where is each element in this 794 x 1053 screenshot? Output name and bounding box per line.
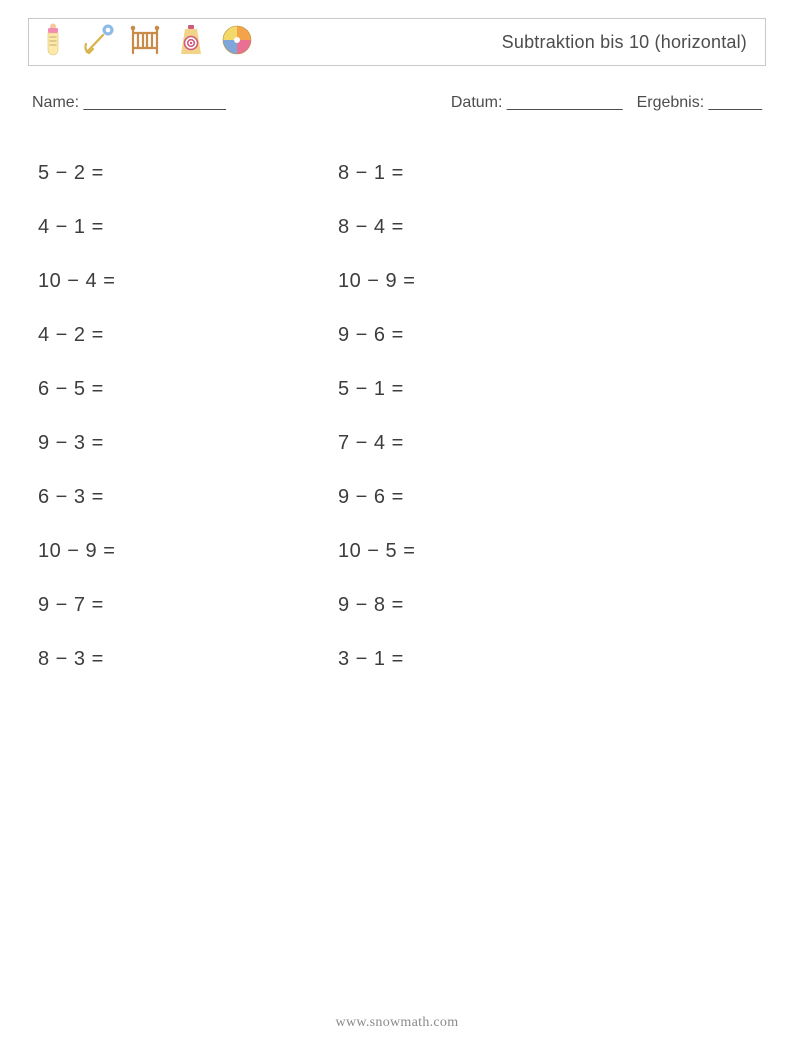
name-label: Name: — [32, 94, 79, 111]
subtraction-problem: 5 − 1 = — [338, 362, 638, 416]
subtraction-problem: 8 − 4 = — [338, 200, 638, 254]
worksheet-title: Subtraktion bis 10 (horizontal) — [502, 32, 747, 53]
result-label: Ergebnis: — [637, 94, 705, 111]
problems-column-1: 5 − 2 =4 − 1 =10 − 4 =4 − 2 =6 − 5 =9 − … — [38, 146, 338, 686]
problems-grid: 5 − 2 =4 − 1 =10 − 4 =4 − 2 =6 − 5 =9 − … — [38, 146, 766, 686]
subtraction-problem: 3 − 1 = — [338, 632, 638, 686]
subtraction-problem: 4 − 1 = — [38, 200, 338, 254]
subtraction-problem: 10 − 9 = — [338, 254, 638, 308]
crib-icon — [127, 22, 163, 63]
subtraction-problem: 4 − 2 = — [38, 308, 338, 362]
result-field: Ergebnis: ______ — [637, 94, 762, 112]
header-box: Subtraktion bis 10 (horizontal) — [28, 18, 766, 66]
subtraction-problem: 9 − 6 = — [338, 308, 638, 362]
date-blank: _____________ — [502, 94, 622, 111]
subtraction-problem: 8 − 3 = — [38, 632, 338, 686]
baby-bottle-icon — [35, 22, 71, 63]
date-label: Datum: — [451, 94, 503, 111]
subtraction-problem: 9 − 7 = — [38, 578, 338, 632]
subtraction-problem: 5 − 2 = — [38, 146, 338, 200]
subtraction-problem: 6 − 5 = — [38, 362, 338, 416]
header-icons-strip — [35, 22, 255, 63]
subtraction-problem: 10 − 4 = — [38, 254, 338, 308]
beach-ball-icon — [219, 22, 255, 63]
date-field: Datum: _____________ — [451, 94, 623, 112]
worksheet-page: Subtraktion bis 10 (horizontal) Name: __… — [0, 0, 794, 686]
diaper-pin-icon — [81, 22, 117, 63]
subtraction-problem: 8 − 1 = — [338, 146, 638, 200]
footer-url: www.snowmath.com — [0, 1015, 794, 1031]
baby-lotion-icon — [173, 22, 209, 63]
subtraction-problem: 10 − 5 = — [338, 524, 638, 578]
subtraction-problem: 6 − 3 = — [38, 470, 338, 524]
subtraction-problem: 9 − 6 = — [338, 470, 638, 524]
subtraction-problem: 9 − 3 = — [38, 416, 338, 470]
subtraction-problem: 10 − 9 = — [38, 524, 338, 578]
problems-column-2: 8 − 1 =8 − 4 =10 − 9 =9 − 6 =5 − 1 =7 − … — [338, 146, 638, 686]
name-field: Name: ________________ — [32, 94, 226, 112]
result-blank: ______ — [704, 94, 762, 111]
subtraction-problem: 7 − 4 = — [338, 416, 638, 470]
name-blank: ________________ — [79, 94, 226, 111]
info-row: Name: ________________ Datum: __________… — [32, 94, 762, 112]
subtraction-problem: 9 − 8 = — [338, 578, 638, 632]
